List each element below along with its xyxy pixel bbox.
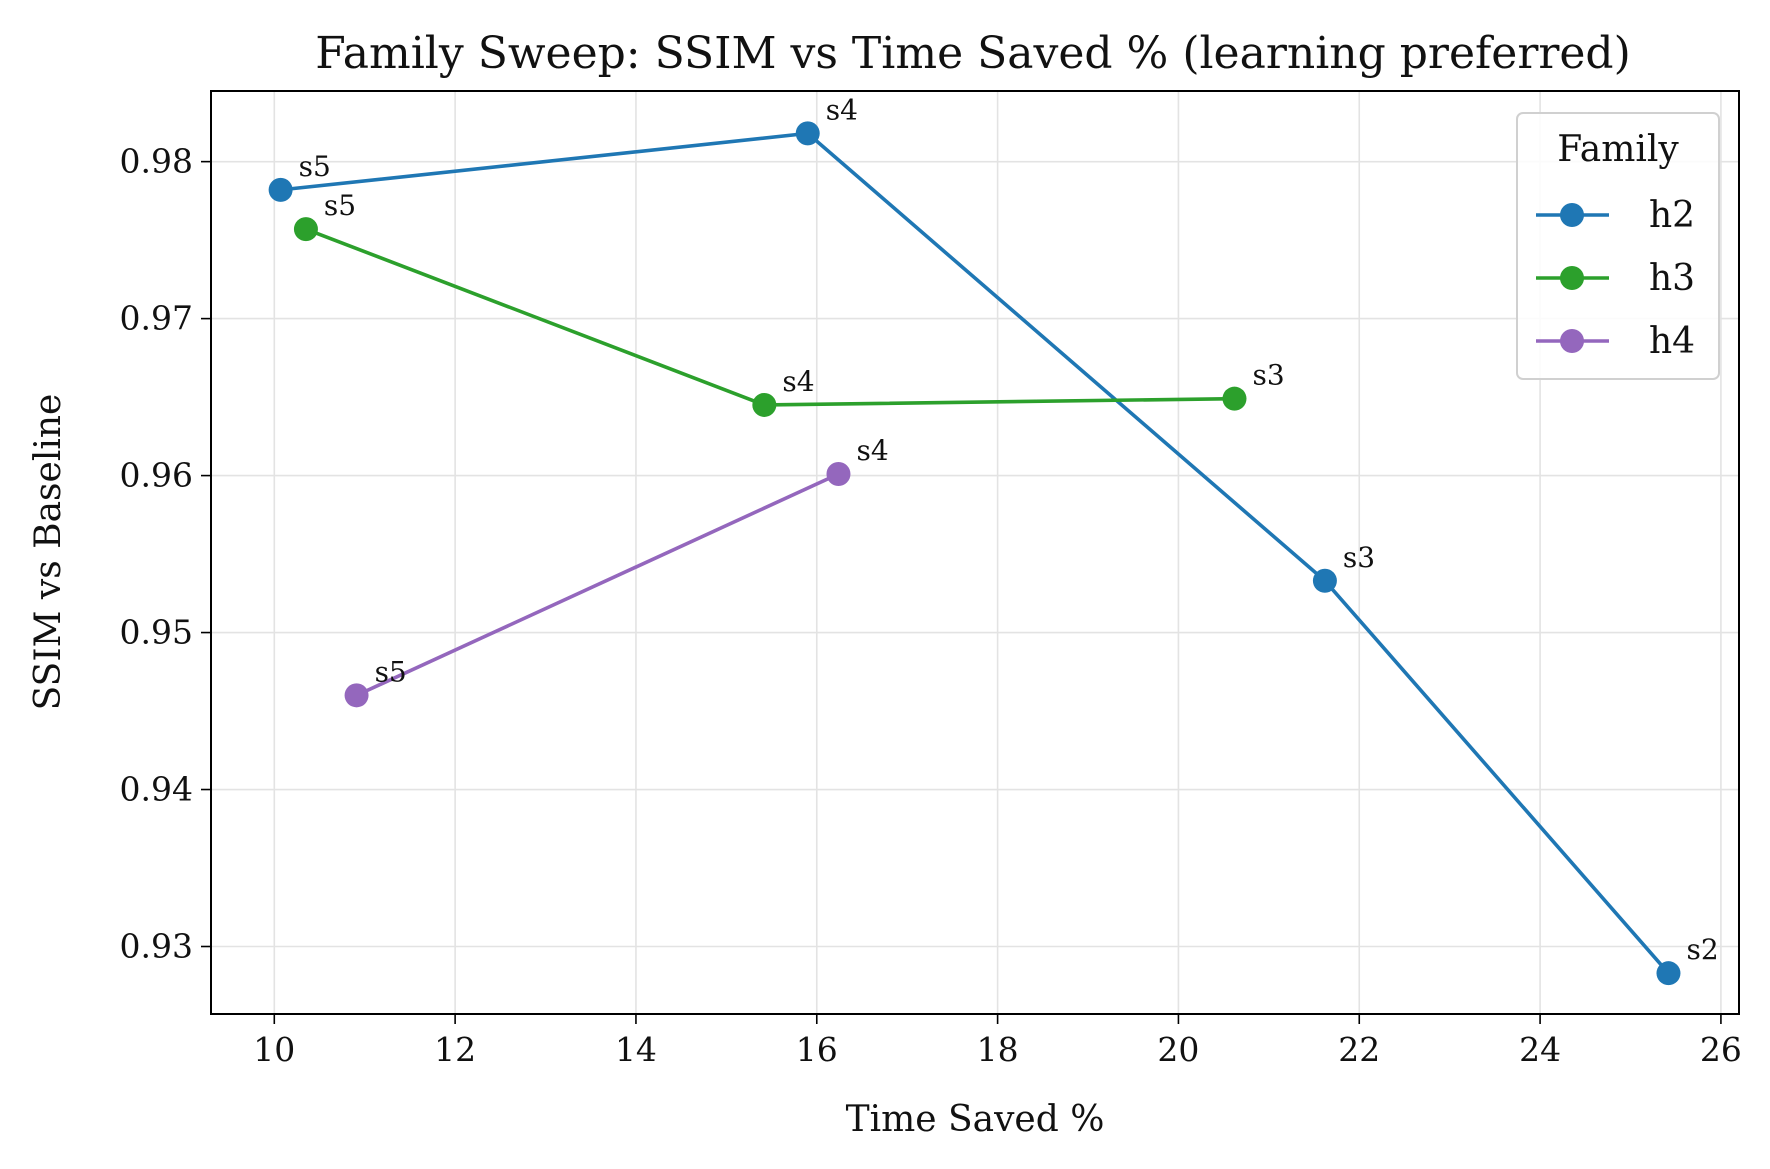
data-point-h3 [752, 392, 777, 417]
series-line-h3 [305, 227, 1235, 407]
point-label: s3 [1343, 541, 1375, 574]
data-point-h3 [1222, 386, 1247, 411]
series-h2: s5 s4 s3 s2 [268, 93, 1719, 986]
y-tick-label: 0.96 [120, 456, 193, 495]
y-tick-label: 0.97 [120, 299, 193, 338]
point-label: s4 [782, 365, 814, 398]
x-tick-label: 18 [977, 1030, 1019, 1069]
x-tick-label: 20 [1157, 1030, 1199, 1069]
x-tick-label: 24 [1519, 1030, 1561, 1069]
point-label: s2 [1686, 933, 1718, 966]
point-label: s4 [826, 93, 858, 126]
y-tick-label: 0.95 [120, 613, 193, 652]
legend-item-h4: h4 [1536, 321, 1695, 362]
x-axis-label: Time Saved % [846, 1099, 1105, 1140]
data-point-h2 [1656, 961, 1681, 986]
legend-item-h2: h2 [1536, 195, 1695, 236]
legend-marker [1560, 266, 1584, 290]
series-line-h2 [280, 131, 1670, 975]
series-h3: s5 s4 s3 [293, 189, 1285, 417]
point-label: s3 [1252, 359, 1284, 392]
series-h4: s5 s4 [344, 434, 889, 708]
point-label: s5 [375, 655, 407, 688]
x-tick-label: 10 [253, 1030, 295, 1069]
legend-marker [1560, 329, 1584, 353]
point-label: s4 [856, 434, 888, 467]
y-tick-label: 0.94 [120, 770, 193, 809]
legend-label: h2 [1649, 195, 1695, 236]
x-tick-label: 16 [796, 1030, 838, 1069]
legend-label: h4 [1649, 321, 1695, 362]
plot-frame [210, 90, 1740, 1015]
grid [211, 91, 1739, 1014]
legend-label: h3 [1649, 258, 1695, 299]
data-point-h4 [344, 683, 369, 708]
legend: Family h2 h3 h4 [1516, 112, 1720, 380]
point-label: s5 [324, 189, 356, 222]
data-point-h2 [1312, 568, 1337, 593]
point-label: s5 [299, 150, 331, 183]
data-point-h3 [293, 217, 318, 242]
legend-marker [1560, 203, 1584, 227]
data-point-h2 [268, 177, 293, 202]
data-point-h4 [826, 462, 851, 487]
x-tick-label: 22 [1338, 1030, 1380, 1069]
data-point-h2 [795, 121, 820, 146]
x-tick-label: 14 [615, 1030, 657, 1069]
legend-title: Family [1557, 129, 1679, 170]
axis-ticks: 10 12 14 16 18 20 22 24 26 0.93 0.94 0.95 0.96 0.97 0.… [120, 142, 1742, 1069]
chart-title: Family Sweep: SSIM vs Time Saved % (lear… [315, 28, 1631, 79]
legend-item-h3: h3 [1536, 258, 1695, 299]
legend-box [1516, 112, 1720, 380]
x-tick-label: 26 [1700, 1030, 1742, 1069]
y-axis-label: SSIM vs Baseline [28, 394, 69, 711]
y-tick-label: 0.98 [120, 142, 193, 181]
series-line-h4 [355, 472, 840, 697]
y-tick-label: 0.93 [120, 927, 193, 966]
x-tick-label: 12 [434, 1030, 476, 1069]
series-layer: s5 s4 s3 s2 s5 s4 s3 s5 s4 [268, 93, 1719, 986]
